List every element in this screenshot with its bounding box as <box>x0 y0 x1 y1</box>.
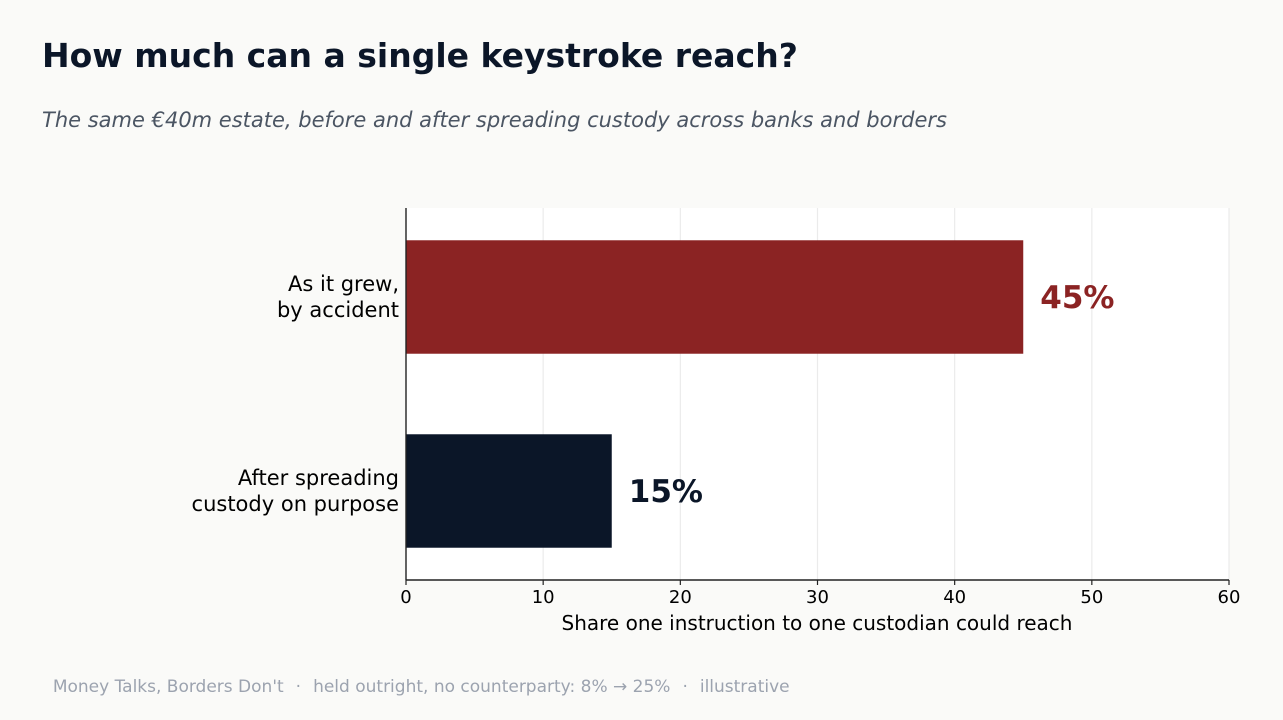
bar <box>406 434 612 548</box>
footer-source: Money Talks, Borders Don't <box>52 677 284 697</box>
bar-value-label: 45% <box>1040 280 1114 316</box>
bars: 45% 15% <box>406 240 1114 548</box>
footer: Money Talks, Borders Don't · held outright… <box>42 657 790 697</box>
category-label: After spreading custody on purpose <box>192 466 399 516</box>
category-label: As it grew, by accident <box>277 272 399 322</box>
x-tick-label: 10 <box>532 587 555 608</box>
x-tick-label: 0 <box>400 587 411 608</box>
chart-title: How much can a single keystroke reach? <box>42 36 798 75</box>
x-tick-label: 60 <box>1218 587 1241 608</box>
bar-value-label: 15% <box>629 474 703 510</box>
y-labels: As it grew, by accident After spreading cus… <box>192 272 399 516</box>
x-axis-label: Share one instruction to one custodian c… <box>562 611 1073 635</box>
footer-separator: · <box>682 677 688 697</box>
bar <box>406 240 1024 354</box>
x-tick-label: 30 <box>806 587 829 608</box>
x-ticks: 0 10 20 30 40 50 60 <box>400 580 1240 608</box>
chart-subtitle: The same €40m estate, before and after s… <box>42 108 947 132</box>
footer-note: held outright, no counterparty: 8% → 25% <box>313 677 671 697</box>
x-tick-label: 50 <box>1080 587 1103 608</box>
x-tick-label: 40 <box>943 587 966 608</box>
footer-disclaimer: illustrative <box>699 677 790 697</box>
x-tick-label: 20 <box>669 587 692 608</box>
footer-separator: · <box>295 677 302 697</box>
